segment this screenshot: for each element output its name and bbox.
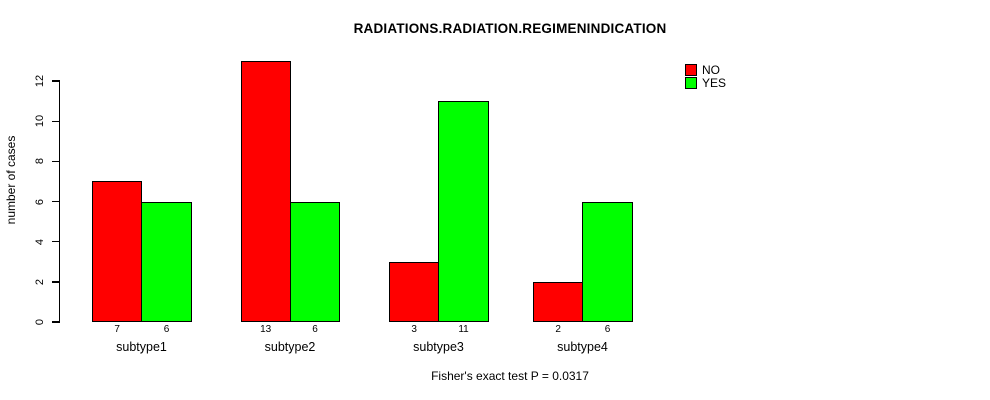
y-tick-mark: [52, 241, 60, 243]
bar-subtype2-no: [240, 60, 291, 322]
chart-title: RADIATIONS.RADIATION.REGIMENINDICATION: [353, 21, 667, 36]
bar-value-label: 13: [260, 324, 272, 335]
legend-item-yes: YES: [685, 77, 726, 89]
bar-value-label: 2: [555, 324, 561, 335]
legend-label-no: NO: [702, 63, 720, 77]
legend-label-yes: YES: [702, 76, 727, 90]
y-tick-mark: [52, 160, 60, 163]
legend-swatch-no-icon: [685, 64, 697, 76]
y-tick-mark: [52, 281, 60, 283]
x-category-label-subtype2: subtype2: [264, 340, 316, 354]
bar-value-label: 3: [411, 324, 417, 335]
fisher-test-annotation: Fisher's exact test P = 0.0317: [431, 369, 589, 383]
bar-value-label: 6: [604, 324, 611, 335]
y-tick-label: 8: [34, 158, 46, 165]
bar-value-label: 6: [312, 324, 318, 335]
y-axis-label: number of cases: [4, 135, 18, 225]
bar-subtype1-yes: [141, 201, 192, 322]
y-tick-mark: [52, 321, 60, 323]
x-category-label-subtype4: subtype4: [557, 340, 608, 354]
x-category-label-subtype3: subtype3: [413, 340, 464, 354]
y-tick-label: 4: [34, 238, 46, 245]
bar-value-label: 6: [163, 324, 170, 335]
bar-subtype4-yes: [582, 201, 633, 322]
y-tick-mark: [52, 120, 60, 122]
y-tick-label: 2: [34, 278, 46, 285]
legend-swatch-yes-icon: [685, 77, 697, 89]
bar-subtype3-no: [389, 261, 440, 322]
y-tick-mark: [52, 200, 60, 203]
legend-item-no: NO: [685, 64, 726, 76]
bar-value-label: 7: [114, 324, 120, 335]
bar-subtype4-no: [533, 281, 584, 322]
y-tick-mark: [52, 80, 60, 82]
bar-subtype1-no: [92, 181, 143, 322]
bar-value-label: 11: [458, 324, 469, 335]
x-category-label-subtype1: subtype1: [116, 340, 167, 354]
y-tick-label: 10: [34, 115, 46, 128]
bar-subtype3-yes: [438, 101, 489, 322]
y-tick-label: 6: [34, 198, 46, 205]
y-tick-label: 12: [34, 74, 46, 88]
bar-subtype2-yes: [289, 201, 341, 322]
y-tick-label: 0: [34, 318, 46, 326]
legend: NO YES: [685, 64, 726, 90]
